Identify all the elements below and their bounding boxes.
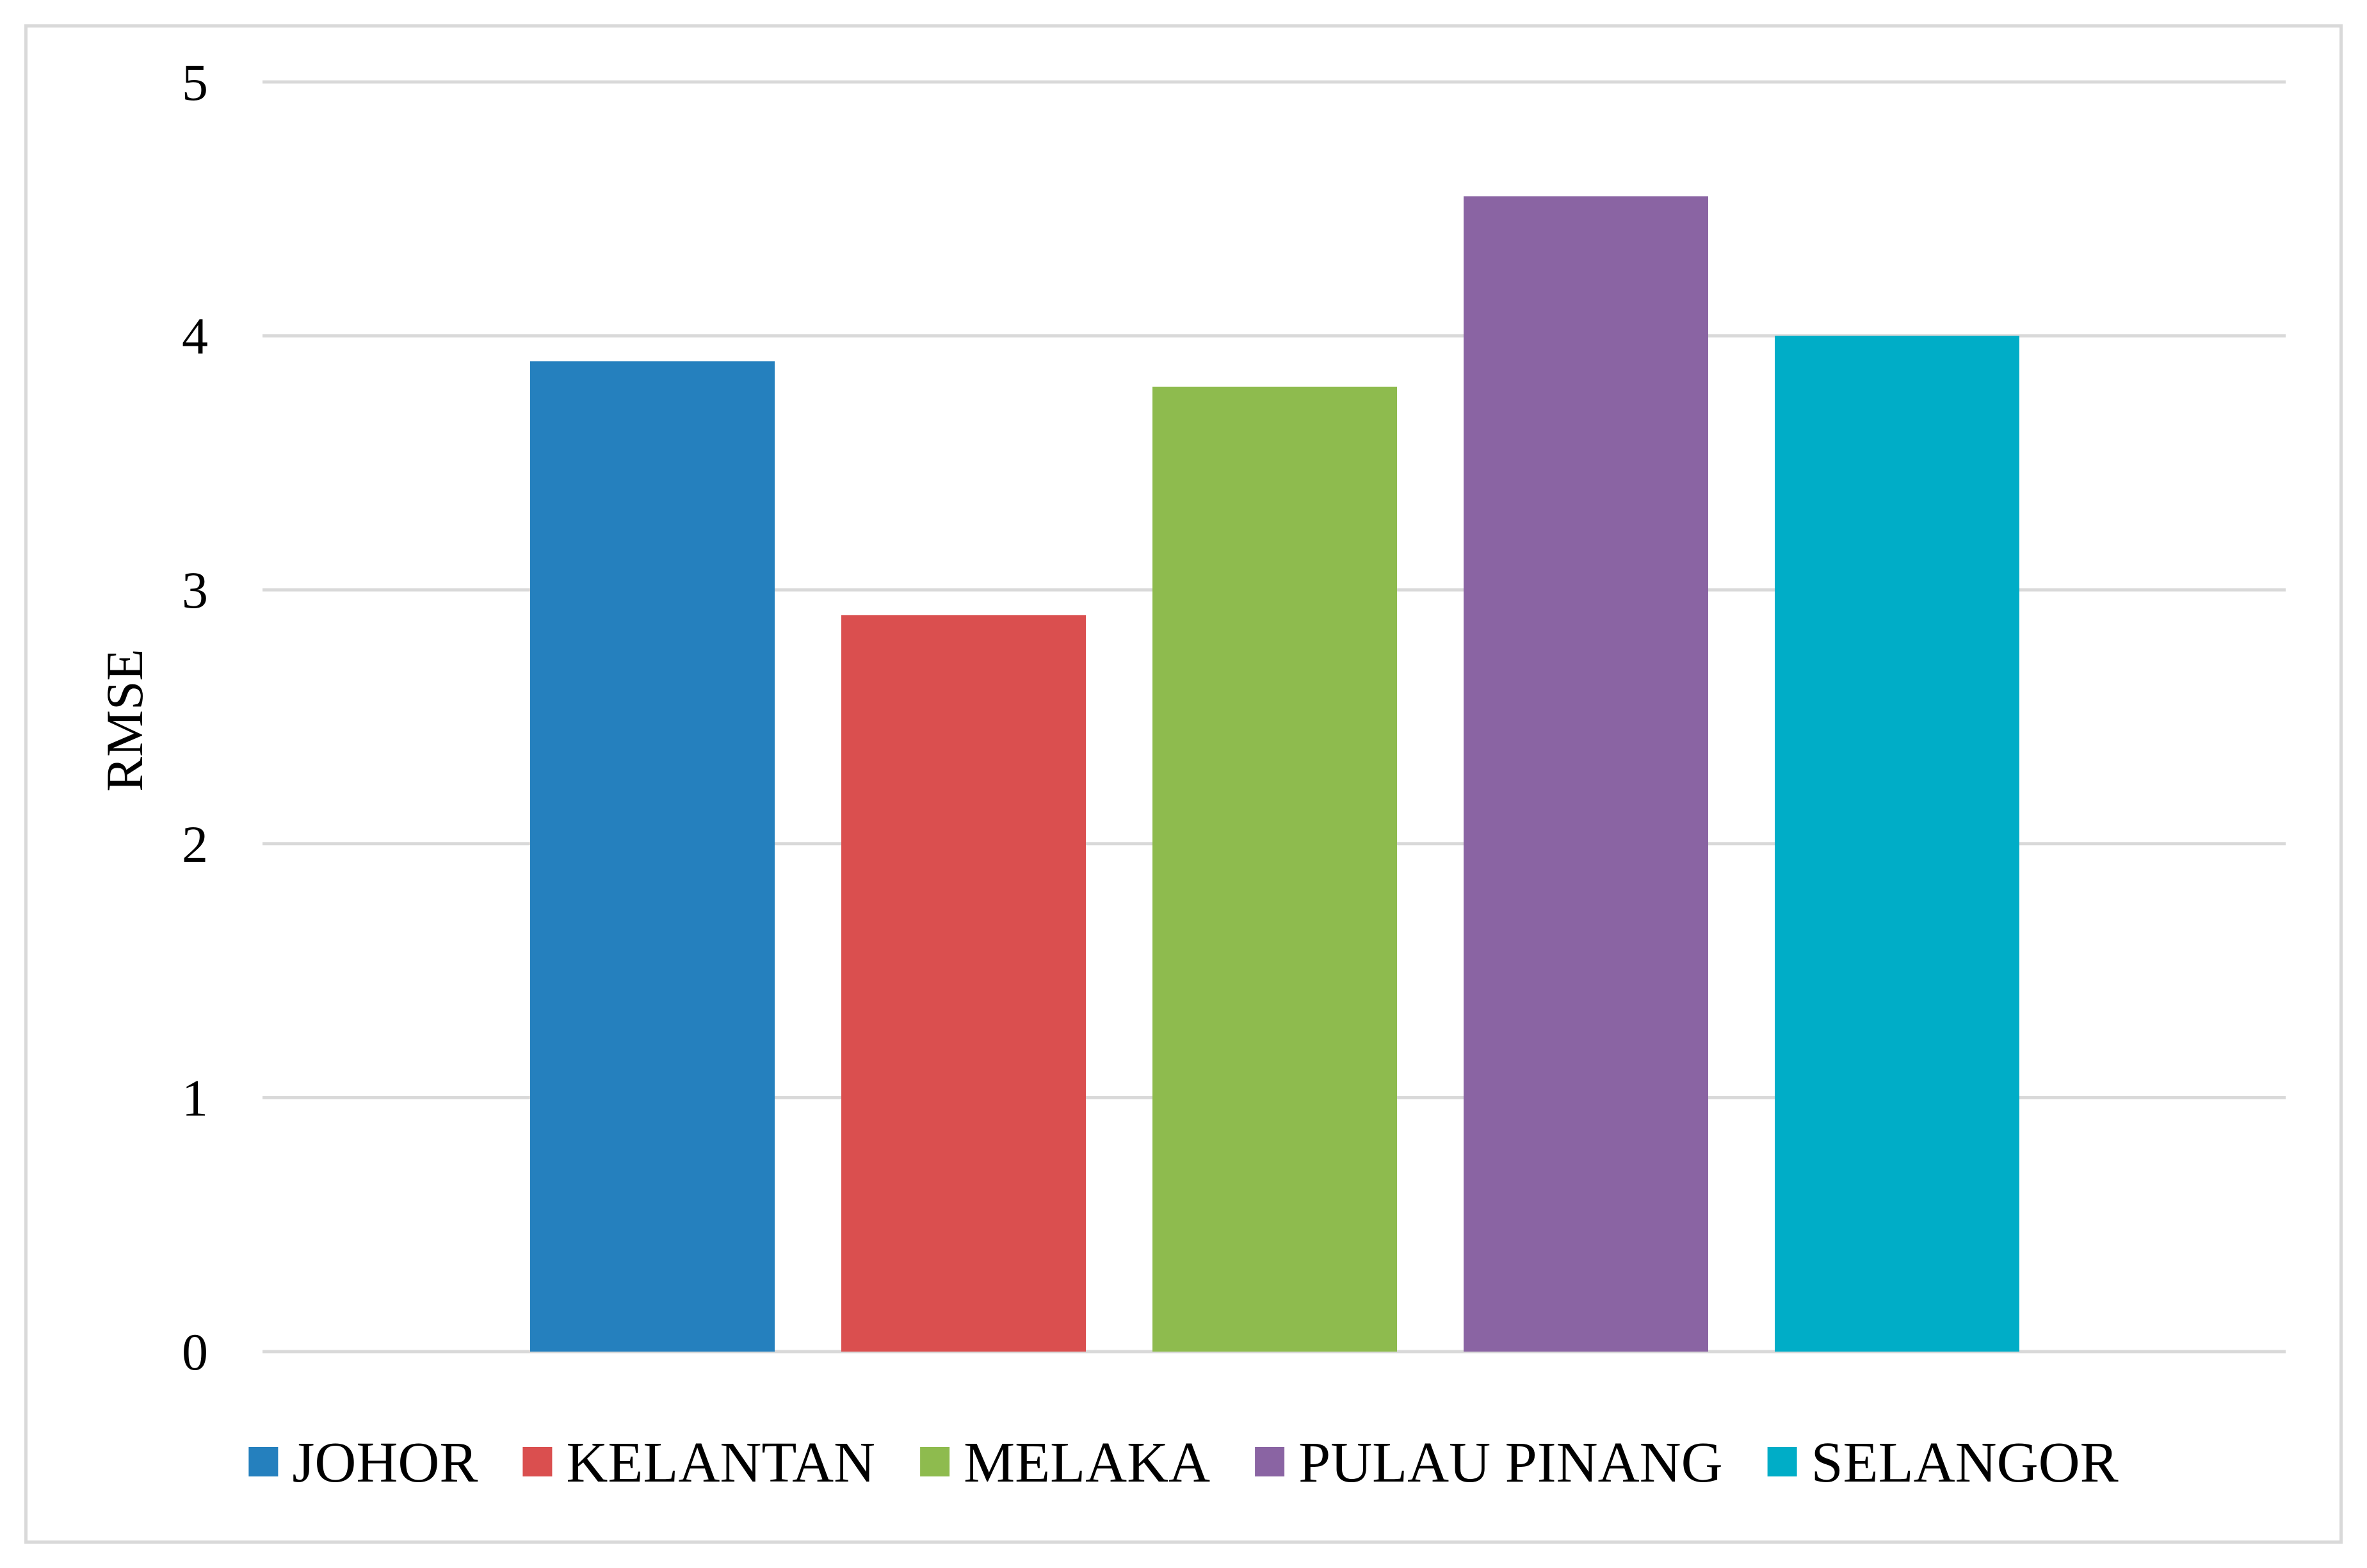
y-tick-label: 1: [182, 1069, 208, 1127]
y-tick-label: 3: [182, 561, 208, 619]
legend-swatch: [1255, 1447, 1285, 1476]
legend-swatch: [920, 1447, 950, 1476]
legend-label: SELANGOR: [1811, 1431, 2119, 1494]
bar-selangor: [1775, 335, 2019, 1352]
legend-label: JOHOR: [292, 1431, 478, 1494]
legend-item-pulau-pinang: PULAU PINANG: [1255, 1431, 1723, 1494]
legend-item-selangor: SELANGOR: [1767, 1431, 2119, 1494]
y-tick-label: 4: [182, 307, 208, 366]
y-axis-title: RMSE: [95, 649, 154, 791]
bars: [530, 196, 2019, 1352]
y-tick-label: 2: [182, 815, 208, 873]
y-axis-ticks: 0 1 2 3 4 5: [182, 53, 208, 1381]
bar-johor: [530, 361, 775, 1352]
y-tick-label: 0: [182, 1323, 208, 1381]
legend-swatch: [1767, 1447, 1797, 1476]
legend-label: MELAKA: [964, 1431, 1210, 1494]
bar-melaka: [1152, 386, 1397, 1352]
bar-kelantan: [841, 615, 1086, 1352]
legend-item-melaka: MELAKA: [920, 1431, 1210, 1494]
legend-label: KELANTAN: [566, 1431, 875, 1494]
legend-swatch: [248, 1447, 279, 1476]
legend-item-kelantan: KELANTAN: [522, 1431, 875, 1494]
legend-item-johor: JOHOR: [248, 1431, 478, 1494]
bar-pulau-pinang: [1464, 196, 1708, 1352]
legend-swatch: [522, 1447, 553, 1476]
legend: JOHOR KELANTAN MELAKA PULAU PINANG SELANGOR: [248, 1431, 2119, 1494]
legend-label: PULAU PINANG: [1298, 1431, 1723, 1494]
y-tick-label: 5: [182, 53, 208, 111]
